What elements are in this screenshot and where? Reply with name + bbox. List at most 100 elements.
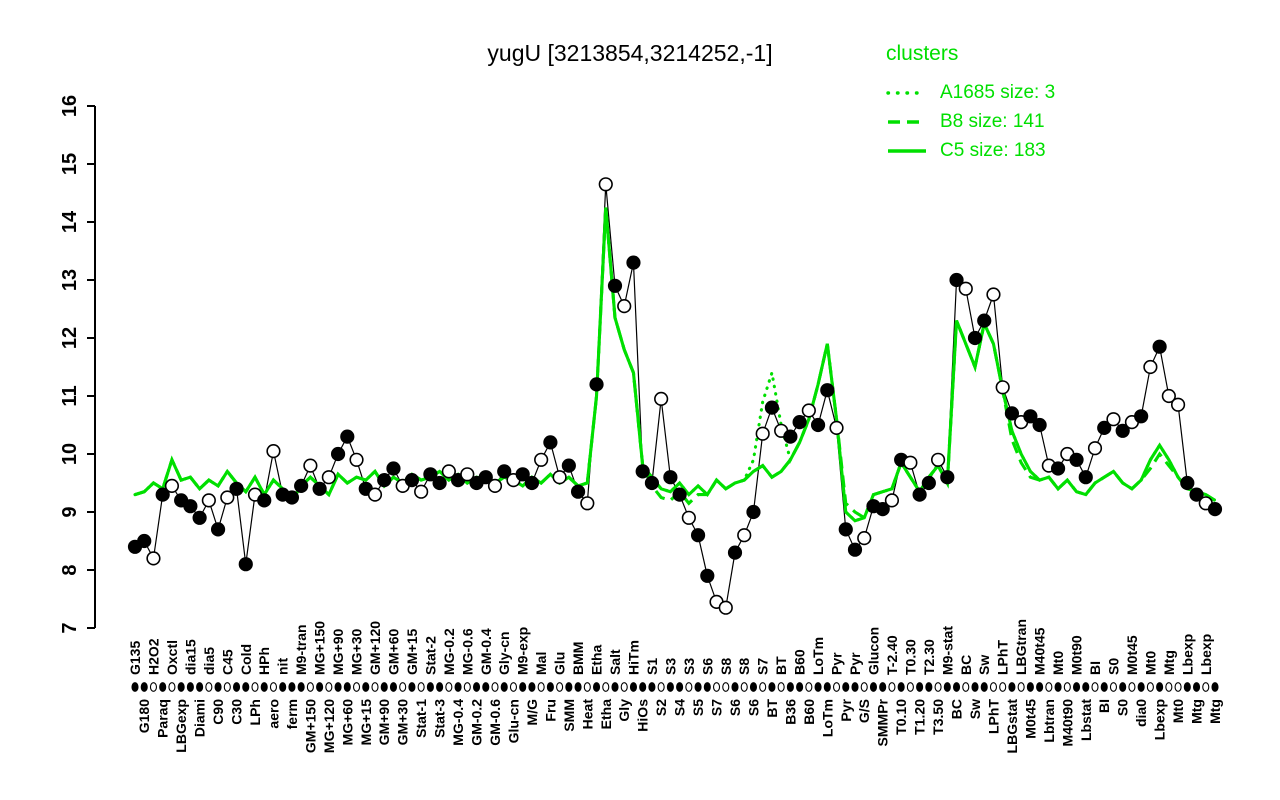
axis-strip-dot	[943, 682, 951, 692]
data-point	[589, 377, 604, 392]
data-point	[312, 481, 327, 496]
data-point	[1032, 417, 1047, 433]
x-category-label: S8	[718, 658, 734, 675]
x-category-label: Mtg	[1161, 650, 1177, 675]
legend-entry-B8: B8 size: 141	[886, 107, 1055, 136]
x-category-label: GM+15	[404, 628, 420, 675]
axis-strip-dot	[583, 682, 591, 692]
data-point	[404, 473, 420, 488]
axis-strip-dot	[611, 682, 619, 692]
x-axis: G135 G180 H2O2 Paraq Oxctl LBGexp dia15 Diami di…	[127, 619, 1223, 753]
axis-strip-dot	[1192, 682, 1201, 692]
data-point	[654, 391, 669, 407]
data-point	[266, 444, 281, 459]
axis-strip-dot	[306, 682, 314, 692]
x-category-label: BC	[958, 655, 974, 675]
x-category-label: M0t45	[1022, 699, 1038, 739]
axis-strip-dot	[731, 682, 739, 692]
axis-strip-dot	[1036, 682, 1044, 692]
data-point	[229, 481, 244, 496]
x-category-label: Glu	[552, 652, 568, 675]
axis-strip-dot	[989, 682, 998, 692]
data-point	[700, 568, 715, 583]
data-point	[210, 522, 226, 537]
data-point	[977, 313, 992, 328]
data-point	[672, 487, 687, 502]
x-category-label: B60	[801, 699, 817, 725]
x-category-label: M/G	[524, 699, 540, 726]
data-point	[958, 281, 973, 296]
axis-strip-dot	[214, 682, 222, 692]
x-category-label: BMM	[570, 642, 586, 675]
axis-strip-dot	[1008, 682, 1016, 692]
axis-strip-dot	[962, 682, 970, 692]
axis-strip-dot	[906, 682, 914, 692]
axis-strip-dot	[685, 682, 693, 692]
axis-strip-dot	[491, 682, 499, 692]
axis-strip-dot	[1054, 682, 1062, 692]
x-category-label: Cold	[238, 644, 254, 675]
axis-strip-dot	[980, 682, 988, 692]
axis-strip-dot	[888, 682, 896, 692]
x-category-label: MG+30	[349, 628, 365, 675]
x-category-label: M9-stat	[939, 626, 955, 675]
data-point	[414, 484, 429, 499]
axis-strip-dot	[1109, 682, 1118, 692]
data-point	[1161, 388, 1176, 404]
axis-strip-dot	[454, 682, 462, 692]
data-point	[1143, 359, 1158, 375]
x-category-label: Heat	[579, 699, 595, 730]
axis-strip-dot	[676, 682, 684, 692]
x-category-label: HiTm	[625, 640, 641, 675]
x-category-label: Lbexp	[1152, 699, 1168, 740]
axis-strip-dot	[546, 682, 554, 692]
y-axis: 7 8 9 10 11 12 13 14 15 16	[59, 95, 96, 634]
legend-entry-C5: C5 size: 183	[886, 136, 1055, 165]
x-category-label: M40t45	[1032, 627, 1048, 675]
x-category-label: G135	[127, 641, 143, 675]
x-category-label: LoTm	[819, 699, 835, 737]
axis-strip-dot	[1082, 682, 1090, 692]
axis-strip-dot	[565, 682, 573, 692]
y-axis-tick-label: 15	[59, 153, 81, 175]
x-category-label: S1	[644, 658, 660, 675]
x-category-label: LPh	[247, 699, 263, 725]
axis-strip-dot	[602, 682, 610, 692]
y-axis-tick-label: 7	[59, 622, 81, 633]
x-category-label: Stat-1	[413, 699, 429, 738]
data-point	[164, 478, 180, 494]
data-point	[792, 415, 807, 430]
axis-strip-dot	[426, 682, 434, 692]
axis-strip-dot	[343, 682, 351, 692]
data-point	[764, 400, 780, 415]
data-point	[681, 510, 696, 525]
x-category-label: LBGstat	[1004, 699, 1020, 754]
x-category-label: S6	[727, 699, 743, 716]
axis-strip-dot	[768, 682, 776, 692]
x-category-label: Lbstat	[1078, 699, 1094, 741]
x-category-label: M0t45	[1124, 635, 1140, 675]
data-point	[737, 528, 752, 543]
data-point	[534, 452, 549, 467]
data-point	[561, 458, 576, 473]
axis-strip-dot	[1119, 682, 1127, 692]
data-point	[995, 380, 1010, 395]
data-point	[1106, 412, 1121, 427]
axis-strip-dot	[860, 682, 868, 692]
data-point	[607, 278, 623, 293]
data-point	[570, 484, 586, 499]
axis-strip-dot	[1174, 682, 1182, 692]
data-point	[755, 426, 770, 441]
x-category-label: Gly-cn	[496, 631, 512, 675]
axis-strip-dot	[537, 682, 545, 692]
data-point	[330, 446, 346, 462]
axis-strip-dot	[380, 682, 388, 692]
axis-strip-dot	[1128, 682, 1136, 692]
x-category-label: S7	[709, 699, 725, 716]
x-category-label: MG+15	[358, 699, 374, 746]
x-category-label: T0.10	[893, 699, 909, 735]
y-axis-tick-label: 8	[59, 564, 81, 575]
data-point	[349, 452, 364, 467]
legend: clusters A1685 size: 3 B8 size: 141 C5 s…	[886, 42, 1055, 165]
x-category-label: M9-tran	[293, 624, 309, 675]
